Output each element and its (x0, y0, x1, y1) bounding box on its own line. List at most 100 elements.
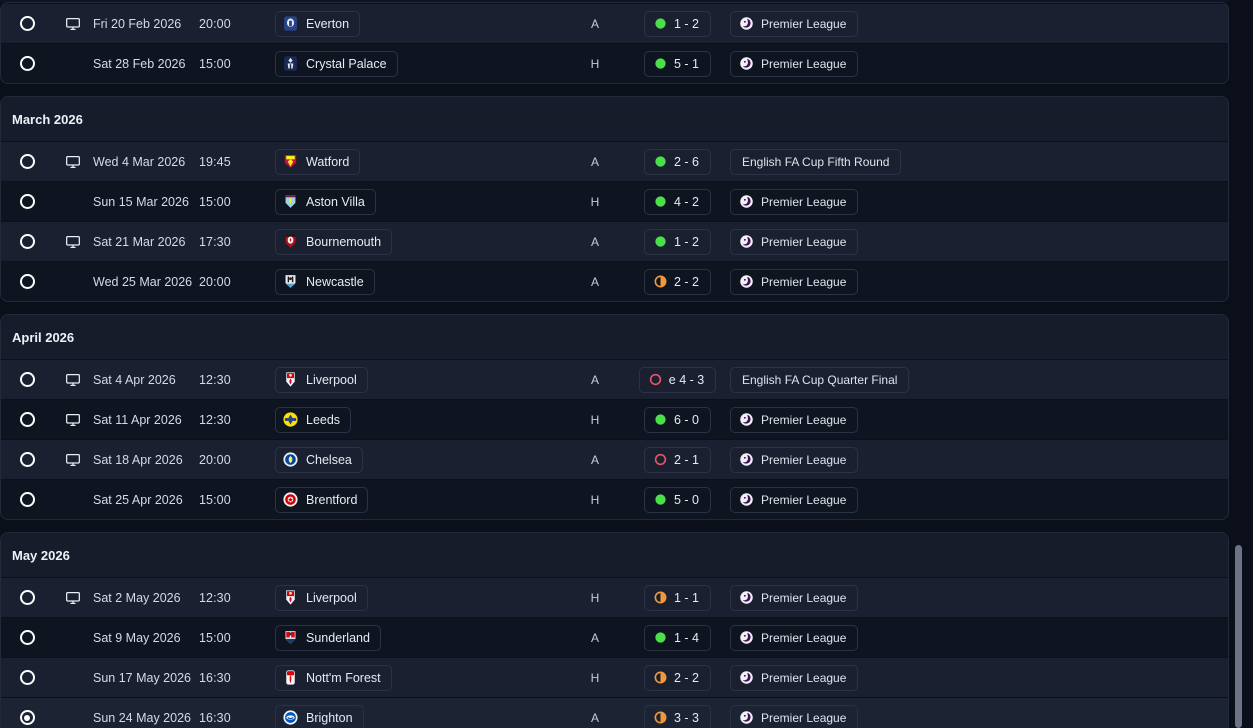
result-chip[interactable]: 2 - 2 (643, 268, 711, 295)
fixture-radio-button[interactable] (19, 56, 35, 71)
opponent-chip[interactable]: Liverpool (275, 366, 368, 393)
fixture-row[interactable]: Fri 20 Feb 2026 20:00 Everton A 1 - 2 Premier… (1, 3, 1228, 43)
fixture-select-cell[interactable] (1, 412, 53, 427)
fixture-select-cell[interactable] (1, 590, 53, 605)
fixture-radio-button[interactable] (19, 492, 35, 507)
competition-chip[interactable]: Premier League (730, 268, 859, 295)
result-chip[interactable]: 6 - 0 (643, 406, 711, 433)
result-chip[interactable]: 3 - 3 (643, 704, 711, 728)
fixture-select-cell[interactable] (1, 372, 53, 387)
opponent-chip[interactable]: Aston Villa (275, 188, 376, 215)
opponent-chip[interactable]: Bournemouth (275, 228, 393, 255)
competition-chip[interactable]: Premier League (730, 704, 859, 728)
fixture-time: 20:00 (199, 16, 231, 31)
fixture-radio-button[interactable] (19, 412, 35, 427)
fixture-result-cell: 1 - 2 (625, 10, 730, 37)
result-chip[interactable]: 1 - 4 (643, 624, 711, 651)
fixture-radio-button[interactable] (19, 670, 35, 685)
fixture-radio-button[interactable] (19, 194, 35, 209)
opponent-chip[interactable]: Everton (275, 10, 361, 37)
result-dot-win (655, 196, 666, 207)
vertical-scrollbar-thumb[interactable] (1235, 545, 1242, 728)
competition-chip[interactable]: Premier League (730, 50, 859, 77)
fixture-row[interactable]: Sun 24 May 2026 16:30 Brighton A 3 - 3 Premie… (1, 697, 1228, 728)
fixture-select-cell[interactable] (1, 492, 53, 507)
fixture-radio-button[interactable] (19, 16, 35, 31)
fixture-time: 12:30 (199, 412, 231, 427)
opponent-chip[interactable]: Leeds (275, 406, 352, 433)
opponent-name: Brentford (306, 492, 358, 507)
fixture-radio-button[interactable] (19, 710, 35, 725)
result-chip[interactable]: e 4 - 3 (638, 366, 717, 393)
opponent-chip[interactable]: Brighton (275, 704, 364, 728)
fixture-select-cell[interactable] (1, 670, 53, 685)
opponent-chip[interactable]: Brentford (275, 486, 369, 513)
result-chip[interactable]: 2 - 1 (643, 446, 711, 473)
fixture-row[interactable]: Sat 9 May 2026 15:00 Sunderland A 1 - 4 Premi… (1, 617, 1228, 657)
opponent-chip[interactable]: Newcastle (275, 268, 375, 295)
competition-chip[interactable]: Premier League (730, 486, 859, 513)
fixture-venue: A (590, 154, 599, 169)
fixture-row[interactable]: Sun 15 Mar 2026 15:00 Aston Villa H 4 - 2 Pre… (1, 181, 1228, 221)
opponent-chip[interactable]: Liverpool (275, 584, 368, 611)
competition-chip[interactable]: Premier League (730, 664, 859, 691)
fixture-select-cell[interactable] (1, 710, 53, 725)
competition-chip[interactable]: English FA Cup Quarter Final (730, 366, 910, 393)
fixture-select-cell[interactable] (1, 234, 53, 249)
fixture-row[interactable]: Wed 4 Mar 2026 19:45 Watford A 2 - 6 English … (1, 141, 1228, 181)
competition-chip[interactable]: Premier League (730, 406, 859, 433)
result-chip[interactable]: 4 - 2 (643, 188, 711, 215)
fixture-date: Sat 2 May 2026 (93, 590, 181, 605)
fixture-row[interactable]: Sat 25 Apr 2026 15:00 Brentford H 5 - 0 Premi… (1, 479, 1228, 519)
fixture-row[interactable]: Sat 18 Apr 2026 20:00 Chelsea A 2 - 1 Premier… (1, 439, 1228, 479)
competition-chip[interactable]: Premier League (730, 584, 859, 611)
fixture-radio-button[interactable] (19, 630, 35, 645)
competition-chip[interactable]: Premier League (730, 624, 859, 651)
fixture-select-cell[interactable] (1, 154, 53, 169)
fixture-select-cell[interactable] (1, 16, 53, 31)
fixture-radio-button[interactable] (19, 234, 35, 249)
fixture-row[interactable]: Sat 28 Feb 2026 15:00 Crystal Palace H 5 - 1… (1, 43, 1228, 83)
fixture-radio-button[interactable] (19, 274, 35, 289)
result-chip[interactable]: 5 - 1 (643, 50, 711, 77)
competition-name: Premier League (761, 670, 847, 685)
result-chip[interactable]: 2 - 6 (643, 148, 711, 175)
fixture-result-cell: 6 - 0 (625, 406, 730, 433)
fixture-radio-button[interactable] (19, 372, 35, 387)
result-dot-win (655, 494, 666, 505)
result-chip[interactable]: 2 - 2 (643, 664, 711, 691)
opponent-name: Bournemouth (306, 234, 382, 249)
competition-chip[interactable]: Premier League (730, 446, 859, 473)
result-chip[interactable]: 1 - 1 (643, 584, 711, 611)
fixture-radio-button[interactable] (19, 590, 35, 605)
fixture-venue: A (590, 16, 599, 31)
fixture-select-cell[interactable] (1, 452, 53, 467)
opponent-chip[interactable]: Watford (275, 148, 361, 175)
fixture-select-cell[interactable] (1, 630, 53, 645)
opponent-chip[interactable]: Chelsea (275, 446, 363, 473)
premier-league-badge (740, 591, 753, 604)
fixture-row[interactable]: Sat 21 Mar 2026 17:30 Bournemouth A 1 - 2 Pre… (1, 221, 1228, 261)
fixture-select-cell[interactable] (1, 194, 53, 209)
fixture-select-cell[interactable] (1, 56, 53, 71)
fixture-select-cell[interactable] (1, 274, 53, 289)
opponent-chip[interactable]: Crystal Palace (275, 50, 398, 77)
fixture-row[interactable]: Wed 25 Mar 2026 20:00 Newcastle A 2 - 2 Premi… (1, 261, 1228, 301)
fixture-row[interactable]: Sat 2 May 2026 12:30 Liverpool H 1 - 1 Premie… (1, 577, 1228, 617)
fixture-radio-button[interactable] (19, 154, 35, 169)
result-chip[interactable]: 1 - 2 (643, 10, 711, 37)
result-chip[interactable]: 5 - 0 (643, 486, 711, 513)
opponent-chip[interactable]: Nott'm Forest (275, 664, 392, 691)
competition-chip[interactable]: Premier League (730, 10, 859, 37)
competition-chip[interactable]: Premier League (730, 228, 859, 255)
competition-chip[interactable]: English FA Cup Fifth Round (730, 148, 902, 175)
opponent-chip[interactable]: Sunderland (275, 624, 381, 651)
fixture-row[interactable]: Sat 11 Apr 2026 12:30 Leeds H 6 - 0 Premier L… (1, 399, 1228, 439)
result-chip[interactable]: 1 - 2 (643, 228, 711, 255)
competition-chip[interactable]: Premier League (730, 188, 859, 215)
result-score: 2 - 2 (673, 274, 699, 289)
fixture-row[interactable]: Sun 17 May 2026 16:30 Nott'm Forest H 2 - 2 P… (1, 657, 1228, 697)
fixture-radio-button[interactable] (19, 452, 35, 467)
